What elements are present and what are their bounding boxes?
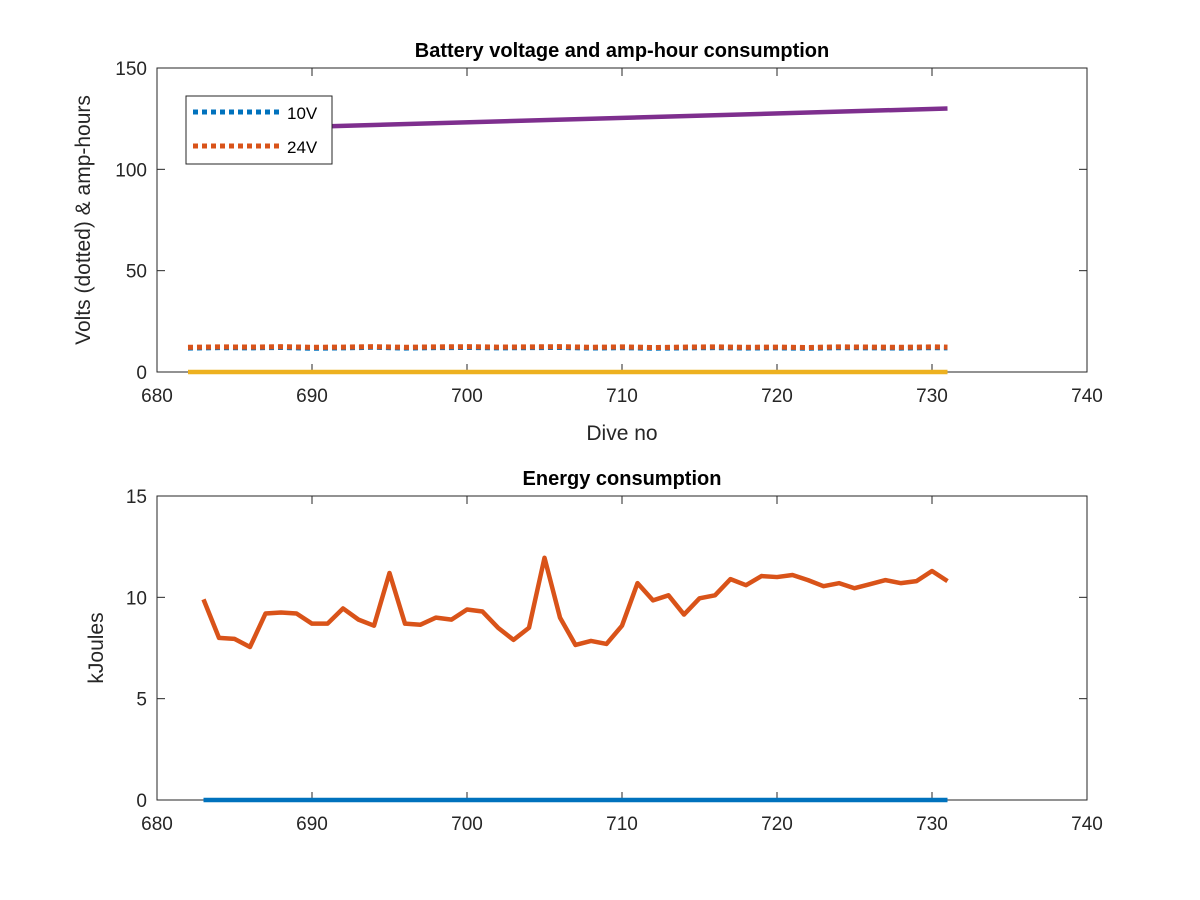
- energy-chart-title: Energy consumption: [523, 468, 722, 490]
- energy-chart-plot-area: [156, 495, 1088, 801]
- energy-chart-xtick-label: 710: [606, 814, 638, 835]
- legend: 10V 24V: [185, 95, 333, 165]
- voltage-chart-xtick-label: 730: [916, 386, 948, 407]
- voltage-chart-series: [187, 106, 948, 375]
- legend-box: [185, 95, 333, 165]
- energy-chart-xtick-label: 680: [141, 814, 173, 835]
- energy-chart-series-0-line: [201, 555, 949, 650]
- energy-chart-series: [201, 555, 949, 803]
- voltage-chart-ytick-label: 100: [115, 160, 147, 181]
- voltage-chart-series-2-line: [311, 106, 948, 130]
- voltage-chart-xtick-label: 740: [1071, 386, 1103, 407]
- energy-chart-ytick-label: 15: [126, 487, 147, 508]
- energy-chart-y-axis-label: kJoules: [85, 612, 108, 683]
- voltage-chart-title: Battery voltage and amp-hour consumption: [415, 40, 829, 62]
- voltage-chart-xtick-label: 720: [761, 386, 793, 407]
- legend-label-24v: 24V: [287, 138, 318, 157]
- energy-chart-xtick-label: 700: [451, 814, 483, 835]
- energy-chart-ytick-label: 10: [126, 588, 147, 609]
- voltage-chart-x-axis-label: Dive no: [586, 422, 657, 445]
- voltage-chart-xtick-label: 700: [451, 386, 483, 407]
- energy-chart-ytick-label: 5: [136, 690, 147, 711]
- energy-chart-xtick-label: 720: [761, 814, 793, 835]
- energy-chart-xtick-label: 730: [916, 814, 948, 835]
- voltage-chart-series-24v-line: [187, 344, 948, 350]
- energy-chart-xtick-label: 690: [296, 814, 328, 835]
- energy-chart: Energy consumption kJoules 680 690 700 710 7…: [85, 468, 1103, 835]
- energy-chart-ytick-label: 0: [136, 791, 147, 812]
- voltage-chart-xtick-label: 710: [606, 386, 638, 407]
- voltage-chart-ytick-label: 150: [115, 59, 147, 80]
- voltage-chart-xtick-label: 680: [141, 386, 173, 407]
- energy-chart-xtick-label: 740: [1071, 814, 1103, 835]
- legend-label-10v: 10V: [287, 104, 318, 123]
- voltage-chart-ytick-label: 50: [126, 262, 147, 283]
- voltage-chart: Battery voltage and amp-hour consumption…: [72, 40, 1103, 445]
- voltage-chart-ytick-label: 0: [136, 363, 147, 384]
- energy-chart-ticks: 680 690 700 710 720 730 740 0 5 10 15: [126, 487, 1103, 835]
- voltage-chart-xtick-label: 690: [296, 386, 328, 407]
- voltage-chart-y-axis-label: Volts (dotted) & amp-hours: [72, 95, 95, 345]
